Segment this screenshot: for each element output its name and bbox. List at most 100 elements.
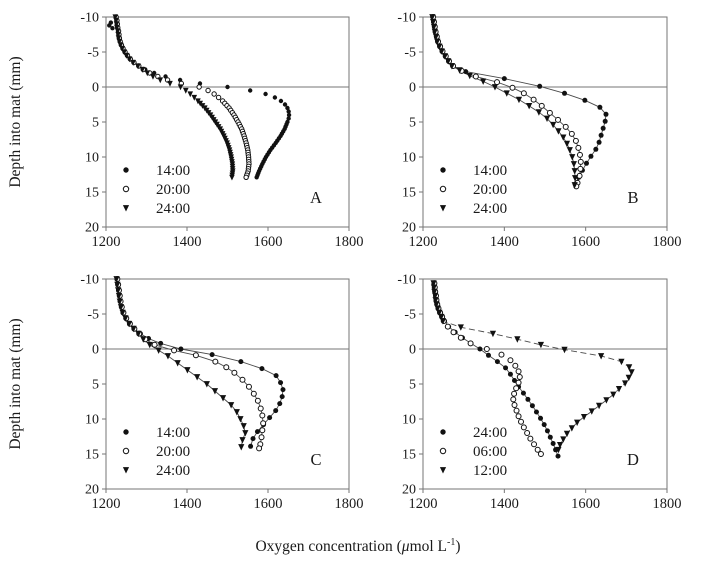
y-tick-label: 20 <box>85 221 99 236</box>
series-line-12:00 <box>433 283 633 450</box>
legend-label: 20:00 <box>473 182 507 198</box>
y-tick-label: -5 <box>404 308 416 323</box>
legend-item-24:00: 24:00 <box>439 201 507 217</box>
legend-label: 24:00 <box>473 201 507 217</box>
panel-letter-C: C <box>310 450 321 469</box>
x-axis-title-units: mol L <box>409 538 448 556</box>
y-tick-label: 15 <box>85 186 99 201</box>
x-axis-title-text: Oxygen concentration ( <box>255 538 402 556</box>
y-tick-label: -10 <box>80 11 99 26</box>
panel-letter-B: B <box>627 188 638 207</box>
y-tick-label: 0 <box>409 343 416 358</box>
x-tick-label: 1800 <box>653 234 682 250</box>
legend-item-20:00: 20:00 <box>122 444 190 460</box>
legend-label: 14:00 <box>156 163 190 179</box>
legend-label: 20:00 <box>156 444 190 460</box>
series-line-14:00 <box>116 278 284 447</box>
x-tick-label: 1200 <box>92 496 121 512</box>
x-tick-label: 1200 <box>92 234 121 250</box>
series-markers-12:00 <box>430 280 635 454</box>
legend-label: 12:00 <box>473 463 507 479</box>
legend-label: 24:00 <box>473 425 507 441</box>
panel-letter-D: D <box>627 450 639 469</box>
y-axis-title-top: Depth into mat (mm) <box>7 56 24 188</box>
y-axis-title-bottom: Depth into mat (mm) <box>7 318 24 450</box>
mu-symbol: μ <box>401 538 410 556</box>
x-axis-ticks: 1200 1400 1600 1800 <box>92 227 364 250</box>
legend: 24:00 06:00 12:00 <box>439 425 507 479</box>
x-tick-label: 1200 <box>409 496 438 512</box>
x-tick-label: 1200 <box>409 234 438 250</box>
y-tick-label: 20 <box>402 221 416 236</box>
y-tick-label: 5 <box>409 378 416 393</box>
y-axis-ticks: -10 -5 0 5 10 15 20 <box>80 273 106 498</box>
legend: 14:00 20:00 24:00 <box>122 163 190 217</box>
legend-item-24:00: 24:00 <box>122 201 190 217</box>
y-tick-label: -10 <box>80 273 99 288</box>
y-tick-label: -10 <box>397 273 416 288</box>
series-markers-scatter-outliers <box>107 20 115 31</box>
series-markers-24:00 <box>429 14 579 189</box>
legend-item-14:00: 14:00 <box>440 163 507 179</box>
legend-item-24:00: 24:00 <box>122 463 190 479</box>
x-tick-label: 1600 <box>571 496 600 512</box>
y-tick-label: 15 <box>402 448 416 463</box>
legend-item-24:00: 24:00 <box>440 425 507 441</box>
legend: 14:00 20:00 24:00 <box>122 425 190 479</box>
legend-label: 20:00 <box>156 182 190 198</box>
x-axis-title: Oxygen concentration (μmol L-1) <box>158 537 558 556</box>
y-tick-label: 5 <box>409 116 416 131</box>
y-tick-label: 15 <box>402 186 416 201</box>
x-axis-ticks: 1200 1400 1600 1800 <box>92 489 364 512</box>
x-tick-label: 1400 <box>490 496 519 512</box>
y-axis-ticks: -10 -5 0 5 10 15 20 <box>397 11 423 236</box>
x-tick-label: 1600 <box>254 234 283 250</box>
legend-item-14:00: 14:00 <box>123 425 190 441</box>
y-tick-label: -5 <box>87 308 99 323</box>
series-line-20:00 <box>432 16 582 187</box>
y-tick-label: 0 <box>92 343 99 358</box>
series-markers-24:00 <box>112 14 236 181</box>
y-tick-label: -5 <box>87 46 99 61</box>
legend-item-12:00: 12:00 <box>439 463 507 479</box>
x-axis-title-close: ) <box>455 538 461 556</box>
x-tick-label: 1400 <box>490 234 519 250</box>
y-tick-label: 15 <box>85 448 99 463</box>
legend-item-14:00: 14:00 <box>123 163 190 179</box>
x-axis-ticks: 1200 1400 1600 1800 <box>409 489 682 512</box>
x-tick-label: 1400 <box>173 234 202 250</box>
y-axis-ticks: -10 -5 0 5 10 15 20 <box>80 11 106 236</box>
legend-label: 24:00 <box>156 463 190 479</box>
legend-item-20:00: 20:00 <box>122 182 190 198</box>
y-tick-label: 0 <box>409 81 416 96</box>
legend: 14:00 20:00 24:00 <box>439 163 507 217</box>
legend-label: 06:00 <box>473 444 507 460</box>
x-axis-title-exponent: -1 <box>447 537 456 548</box>
x-tick-label: 1400 <box>173 496 202 512</box>
x-axis-ticks: 1200 1400 1600 1800 <box>409 227 682 250</box>
y-tick-label: 10 <box>85 151 99 166</box>
legend-item-06:00: 06:00 <box>439 444 507 460</box>
y-tick-label: 0 <box>92 81 99 96</box>
legend-item-20:00: 20:00 <box>439 182 507 198</box>
y-tick-label: 5 <box>92 378 99 393</box>
y-axis-ticks: -10 -5 0 5 10 15 20 <box>397 273 423 498</box>
y-tick-label: -10 <box>397 11 416 26</box>
y-tick-label: 10 <box>85 413 99 428</box>
y-tick-label: 10 <box>402 151 416 166</box>
legend-label: 14:00 <box>156 425 190 441</box>
series-line-24:00 <box>116 278 246 448</box>
legend-label: 24:00 <box>156 201 190 217</box>
series-line-24:00 <box>431 16 576 186</box>
series-markers-14:00 <box>113 14 292 180</box>
panel-letter-A: A <box>310 188 322 207</box>
y-tick-label: 10 <box>402 413 416 428</box>
x-tick-label: 1800 <box>335 496 364 512</box>
y-tick-label: 20 <box>85 483 99 498</box>
